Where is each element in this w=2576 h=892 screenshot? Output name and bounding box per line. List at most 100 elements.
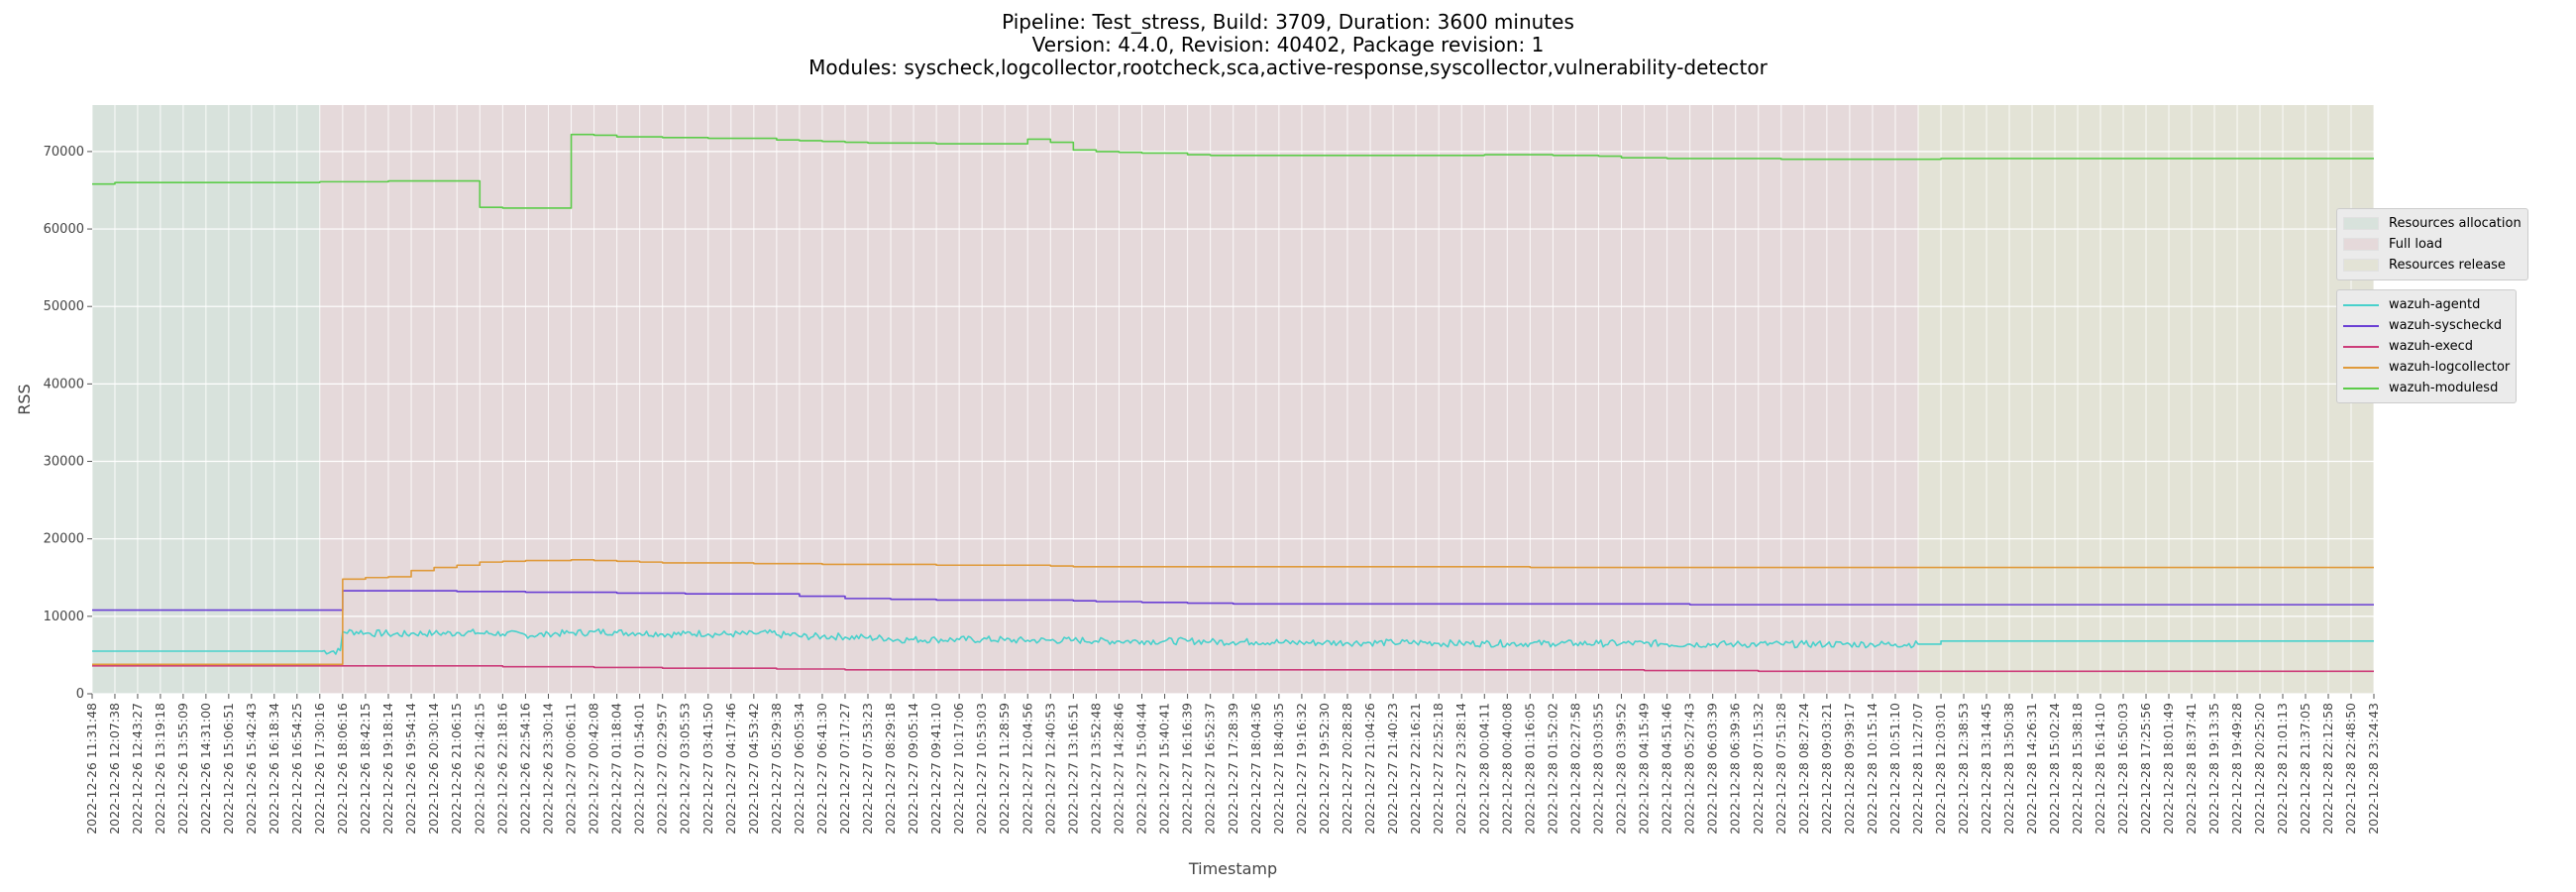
x-tick-label: 2022-12-27 23:28:14 xyxy=(1453,703,1468,835)
x-tick-label: 2022-12-27 10:53:03 xyxy=(974,703,989,835)
x-tick-label: 2022-12-27 17:28:39 xyxy=(1226,703,1240,835)
x-tick-label: 2022-12-27 16:16:39 xyxy=(1180,703,1195,835)
legend-line-swatch xyxy=(2343,324,2379,327)
x-tick-label: 2022-12-28 16:50:03 xyxy=(2115,703,2130,835)
x-tick-label: 2022-12-27 15:40:41 xyxy=(1157,703,1172,835)
x-tick-label: 2022-12-28 22:48:50 xyxy=(2343,703,2358,835)
x-tick-label: 2022-12-26 14:31:00 xyxy=(198,703,213,835)
series-line-wazuh-agentd xyxy=(92,628,2375,655)
x-tick-label: 2022-12-28 19:13:35 xyxy=(2206,703,2221,835)
x-tick-label: 2022-12-27 00:42:08 xyxy=(587,703,601,835)
x-tick-label: 2022-12-26 21:06:15 xyxy=(449,703,464,835)
x-tick-label: 2022-12-28 01:16:05 xyxy=(1522,703,1537,835)
x-tick-label: 2022-12-28 07:51:28 xyxy=(1773,703,1788,835)
x-tick-label: 2022-12-28 06:03:39 xyxy=(1705,703,1720,835)
x-tick-label: 2022-12-26 12:07:38 xyxy=(107,703,122,835)
x-tick-label: 2022-12-26 20:30:14 xyxy=(426,703,441,835)
x-tick-label: 2022-12-27 18:40:35 xyxy=(1271,703,1286,835)
legend-label: Resources allocation xyxy=(2389,216,2522,231)
x-tick-label: 2022-12-27 07:53:23 xyxy=(860,703,875,835)
x-tick-label: 2022-12-28 02:27:58 xyxy=(1567,703,1582,835)
legend-entry-series: wazuh-syscheckd xyxy=(2343,315,2510,336)
y-tick-label: 70000 xyxy=(44,145,84,160)
x-tick-label: 2022-12-28 05:27:43 xyxy=(1682,703,1697,835)
x-tick-label: 2022-12-26 17:30:16 xyxy=(312,703,327,835)
y-tick-label: 20000 xyxy=(44,532,84,547)
legend-entry-phase: Full load xyxy=(2343,234,2522,255)
x-tick-label: 2022-12-28 06:39:36 xyxy=(1728,703,1743,835)
x-tick-label: 2022-12-28 13:50:38 xyxy=(2001,703,2016,835)
x-tick-label: 2022-12-27 09:41:10 xyxy=(928,703,943,835)
x-tick-label: 2022-12-27 19:52:30 xyxy=(1317,703,1332,835)
legend-label: wazuh-syscheckd xyxy=(2389,318,2503,333)
legend-line-swatch xyxy=(2343,345,2379,348)
legend-entry-series: wazuh-agentd xyxy=(2343,294,2510,315)
x-tick-label: 2022-12-26 13:55:09 xyxy=(175,703,190,835)
x-tick-label: 2022-12-26 22:54:16 xyxy=(517,703,532,835)
x-tick-label: 2022-12-28 14:26:31 xyxy=(2024,703,2039,835)
x-tick-label: 2022-12-28 23:24:43 xyxy=(2366,703,2381,835)
legend-entry-series: wazuh-execd xyxy=(2343,336,2510,357)
x-tick-label: 2022-12-28 03:03:55 xyxy=(1590,703,1605,835)
x-tick-label: 2022-12-26 22:18:16 xyxy=(494,703,509,835)
x-tick-label: 2022-12-28 11:27:07 xyxy=(1910,703,1925,835)
series-legend: wazuh-agentd wazuh-syscheckd wazuh-execd wa… xyxy=(2336,289,2518,403)
x-tick-label: 2022-12-27 21:04:26 xyxy=(1362,703,1377,835)
x-tick-label: 2022-12-26 13:19:18 xyxy=(153,703,167,835)
series-line-wazuh-execd xyxy=(92,665,2375,673)
x-tick-label: 2022-12-27 03:05:53 xyxy=(678,703,693,835)
legend-label: wazuh-execd xyxy=(2389,339,2474,354)
chart-title-line-2: Version: 4.4.0, Revision: 40402, Package… xyxy=(1031,33,1545,56)
x-tick-label: 2022-12-27 13:16:51 xyxy=(1065,703,1080,835)
x-tick-label: 2022-12-26 18:06:16 xyxy=(335,703,350,835)
legend-label: wazuh-logcollector xyxy=(2389,360,2511,375)
x-tick-label: 2022-12-26 15:42:43 xyxy=(244,703,259,835)
x-tick-label: 2022-12-28 21:37:05 xyxy=(2298,703,2312,835)
x-tick-label: 2022-12-26 19:18:14 xyxy=(380,703,395,835)
legend-entry-series: wazuh-logcollector xyxy=(2343,357,2510,378)
legend-swatch xyxy=(2343,259,2379,272)
x-tick-label: 2022-12-28 08:27:24 xyxy=(1796,703,1811,835)
x-tick-label: 2022-12-28 04:51:46 xyxy=(1660,703,1674,835)
x-tick-label: 2022-12-27 06:41:30 xyxy=(814,703,829,835)
legend-label: Full load xyxy=(2389,237,2443,252)
legend-line-swatch xyxy=(2343,366,2379,369)
x-tick-label: 2022-12-27 18:04:36 xyxy=(1248,703,1263,835)
x-tick-label: 2022-12-28 12:03:01 xyxy=(1933,703,1948,835)
legend-entry-phase: Resources allocation xyxy=(2343,213,2522,234)
phase-legend: Resources allocation Full load Resources r… xyxy=(2336,208,2528,280)
y-tick-label: 40000 xyxy=(44,377,84,391)
series-line-wazuh-logcollector xyxy=(92,558,2375,666)
chart-title-line-3: Modules: syscheck,logcollector,rootcheck… xyxy=(808,56,1768,79)
x-tick-label: 2022-12-26 21:42:15 xyxy=(472,703,486,835)
x-tick-label: 2022-12-28 09:03:21 xyxy=(1819,703,1834,835)
x-tick-label: 2022-12-27 12:04:56 xyxy=(1020,703,1034,835)
x-tick-label: 2022-12-28 19:49:28 xyxy=(2229,703,2244,835)
x-tick-label: 2022-12-26 23:30:14 xyxy=(541,703,556,835)
legend-line-swatch xyxy=(2343,303,2379,306)
x-tick-label: 2022-12-27 01:54:01 xyxy=(632,703,647,835)
legend-entry-phase: Resources release xyxy=(2343,255,2522,276)
series-line-wazuh-syscheckd xyxy=(92,590,2375,612)
y-tick-label: 0 xyxy=(76,687,84,702)
x-tick-label: 2022-12-28 00:04:11 xyxy=(1476,703,1491,835)
x-tick-label: 2022-12-27 10:17:06 xyxy=(951,703,966,835)
x-tick-label: 2022-12-28 16:14:10 xyxy=(2093,703,2107,835)
x-tick-label: 2022-12-27 04:17:46 xyxy=(723,703,738,835)
x-tick-label: 2022-12-28 01:52:02 xyxy=(1545,703,1559,835)
x-tick-label: 2022-12-27 07:17:27 xyxy=(837,703,852,835)
x-tick-label: 2022-12-27 08:29:18 xyxy=(883,703,898,835)
x-tick-label: 2022-12-28 12:38:53 xyxy=(1956,703,1971,835)
x-tick-label: 2022-12-27 22:16:21 xyxy=(1408,703,1423,835)
x-tick-label: 2022-12-27 03:41:50 xyxy=(700,703,715,835)
series-line-wazuh-modulesd xyxy=(92,133,2375,209)
x-tick-label: 2022-12-26 16:18:34 xyxy=(267,703,281,835)
x-axis-label: Timestamp xyxy=(1188,859,1277,878)
x-tick-label: 2022-12-27 04:53:42 xyxy=(746,703,761,835)
x-tick-label: 2022-12-26 18:42:15 xyxy=(358,703,373,835)
x-tick-label: 2022-12-27 09:05:14 xyxy=(906,703,920,835)
x-tick-label: 2022-12-27 13:52:48 xyxy=(1088,703,1103,835)
x-tick-label: 2022-12-28 10:51:10 xyxy=(1887,703,1902,835)
x-tick-label: 2022-12-28 00:40:08 xyxy=(1499,703,1514,835)
